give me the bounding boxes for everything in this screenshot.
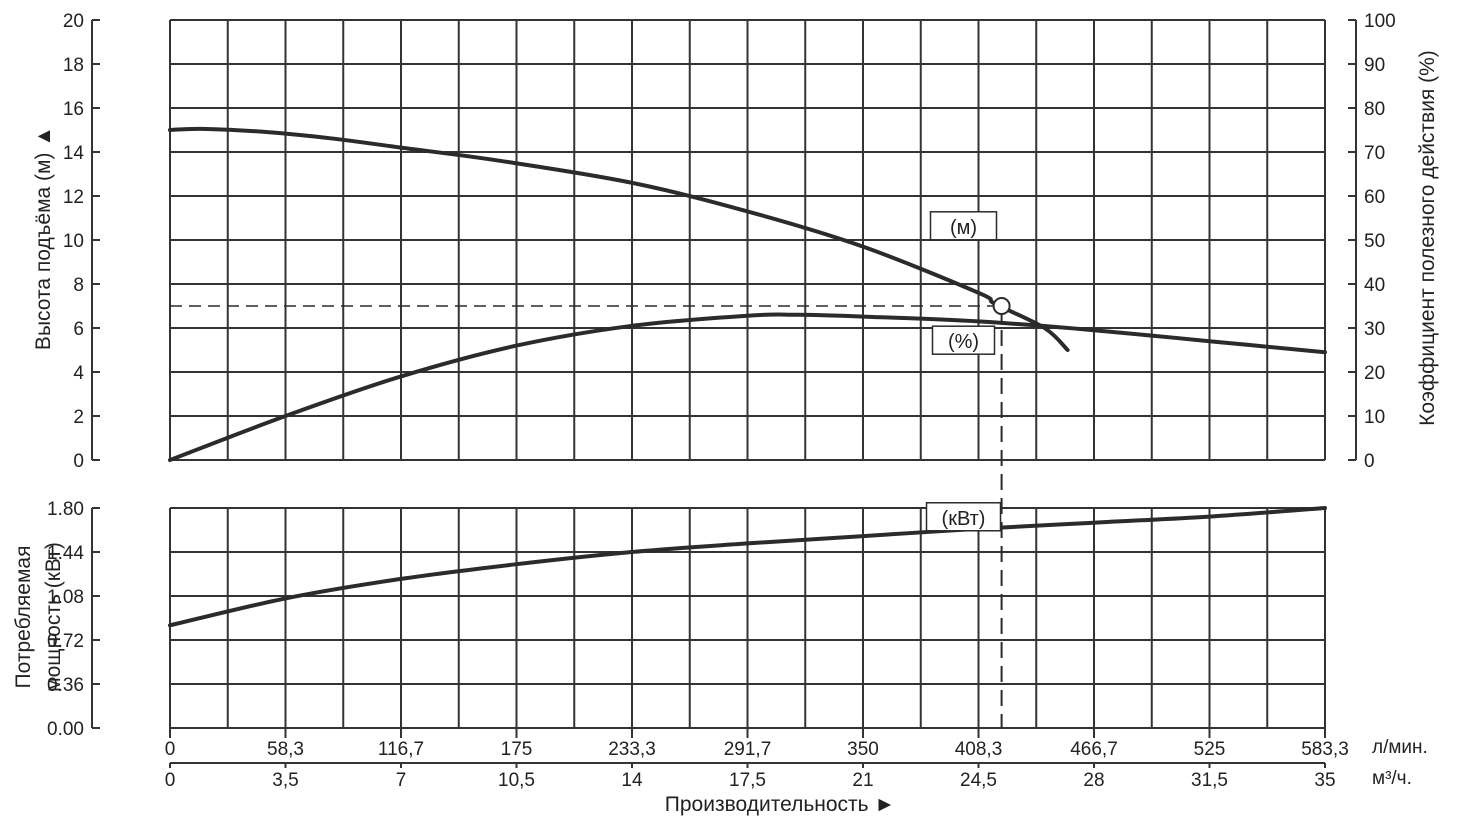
x-tick-label-lpm: 350: [847, 739, 879, 760]
efficiency-tick-label: 100: [1364, 11, 1396, 32]
x-tick-label-lpm: 58,3: [267, 739, 304, 760]
head-curve-label-box: [929, 211, 998, 241]
x-tick-label-lpm: 408,3: [955, 739, 1003, 760]
x-tick-label-m3h: 7: [396, 770, 407, 791]
head-tick-label: 8: [73, 275, 84, 296]
efficiency-axis-title: Коэффициент полезного действия (%): [1416, 50, 1439, 426]
x-tick-label-m3h: 14: [621, 770, 643, 791]
power-tick-label: 1.08: [47, 587, 84, 608]
head-tick-label: 10: [63, 231, 84, 252]
efficiency-tick-label: 30: [1364, 319, 1385, 340]
x-tick-label-lpm: 583,3: [1301, 739, 1349, 760]
power-curve: [168, 506, 1327, 628]
x-tick-label-m3h: 21: [852, 770, 873, 791]
x-tick-label-lpm: 466,7: [1070, 739, 1118, 760]
power-tick-label: 1.80: [47, 499, 84, 520]
efficiency-tick-label: 50: [1364, 231, 1385, 252]
curves: [168, 126, 1327, 728]
operating-point-marker: [992, 297, 1011, 315]
efficiency-tick-label: 0: [1364, 451, 1375, 472]
efficiency-curve: [168, 312, 1327, 462]
efficiency-curve-label-box: [931, 325, 996, 355]
power-curve-label-box: [925, 502, 1002, 532]
head-tick-label: 0: [73, 451, 84, 472]
efficiency-tick-label: 10: [1364, 407, 1385, 428]
grid: [169, 19, 1326, 729]
power-tick-label: 0.00: [47, 719, 84, 740]
head-tick-label: 16: [63, 99, 84, 120]
x-unit-lpm: л/мин.: [1372, 737, 1428, 758]
efficiency-tick-label: 20: [1364, 363, 1385, 384]
x-tick-label-lpm: 233,3: [608, 739, 656, 760]
x-tick-label-m3h: 0: [165, 770, 176, 791]
head-axis-title: Высота подъёма (м) ▲: [32, 126, 55, 350]
power-tick-label: 1.44: [47, 543, 84, 564]
x-tick-label-m3h: 35: [1314, 770, 1335, 791]
x-tick-label-m3h: 10,5: [498, 770, 535, 791]
head-tick-label: 14: [63, 143, 85, 164]
x-tick-label-m3h: 17,5: [729, 770, 766, 791]
x-tick-label-lpm: 525: [1194, 739, 1226, 760]
head-tick-label: 2: [73, 407, 84, 428]
power-curve-label: (кВт): [942, 508, 986, 530]
head-tick-label: 18: [63, 55, 84, 76]
efficiency-tick-label: 70: [1364, 143, 1385, 164]
efficiency-tick-label: 40: [1364, 275, 1385, 296]
power-axis-title-line2: мощность (кВт): [42, 542, 65, 692]
axes: [91, 19, 1357, 768]
head-curve: [168, 126, 1070, 352]
efficiency-tick-label: 60: [1364, 187, 1385, 208]
head-tick-label: 12: [63, 187, 84, 208]
x-tick-label-m3h: 24,5: [960, 770, 997, 791]
power-tick-label: 0.36: [47, 675, 84, 696]
tick-labels: 0246810121416182001020304050607080901000…: [47, 11, 1396, 791]
x-tick-label-m3h: 28: [1083, 770, 1104, 791]
head-tick-label: 6: [73, 319, 84, 340]
x-tick-label-lpm: 291,7: [724, 739, 772, 760]
x-axis-title: Производительность ►: [665, 793, 895, 816]
x-tick-label-lpm: 0: [165, 739, 176, 760]
efficiency-tick-label: 90: [1364, 55, 1385, 76]
head-tick-label: 20: [63, 11, 84, 32]
x-tick-label-m3h: 31,5: [1191, 770, 1228, 791]
x-unit-m3h: м³/ч.: [1372, 768, 1412, 789]
power-axis-title-line1: Потребляемая: [12, 546, 35, 689]
efficiency-curve-label: (%): [948, 331, 979, 353]
efficiency-tick-label: 80: [1364, 99, 1385, 120]
x-tick-label-lpm: 175: [501, 739, 533, 760]
x-tick-label-m3h: 3,5: [272, 770, 298, 791]
power-tick-label: 0.72: [47, 631, 84, 652]
head-curve-label: (м): [950, 217, 977, 239]
x-tick-label-lpm: 116,7: [378, 739, 424, 760]
head-tick-label: 4: [73, 363, 84, 384]
